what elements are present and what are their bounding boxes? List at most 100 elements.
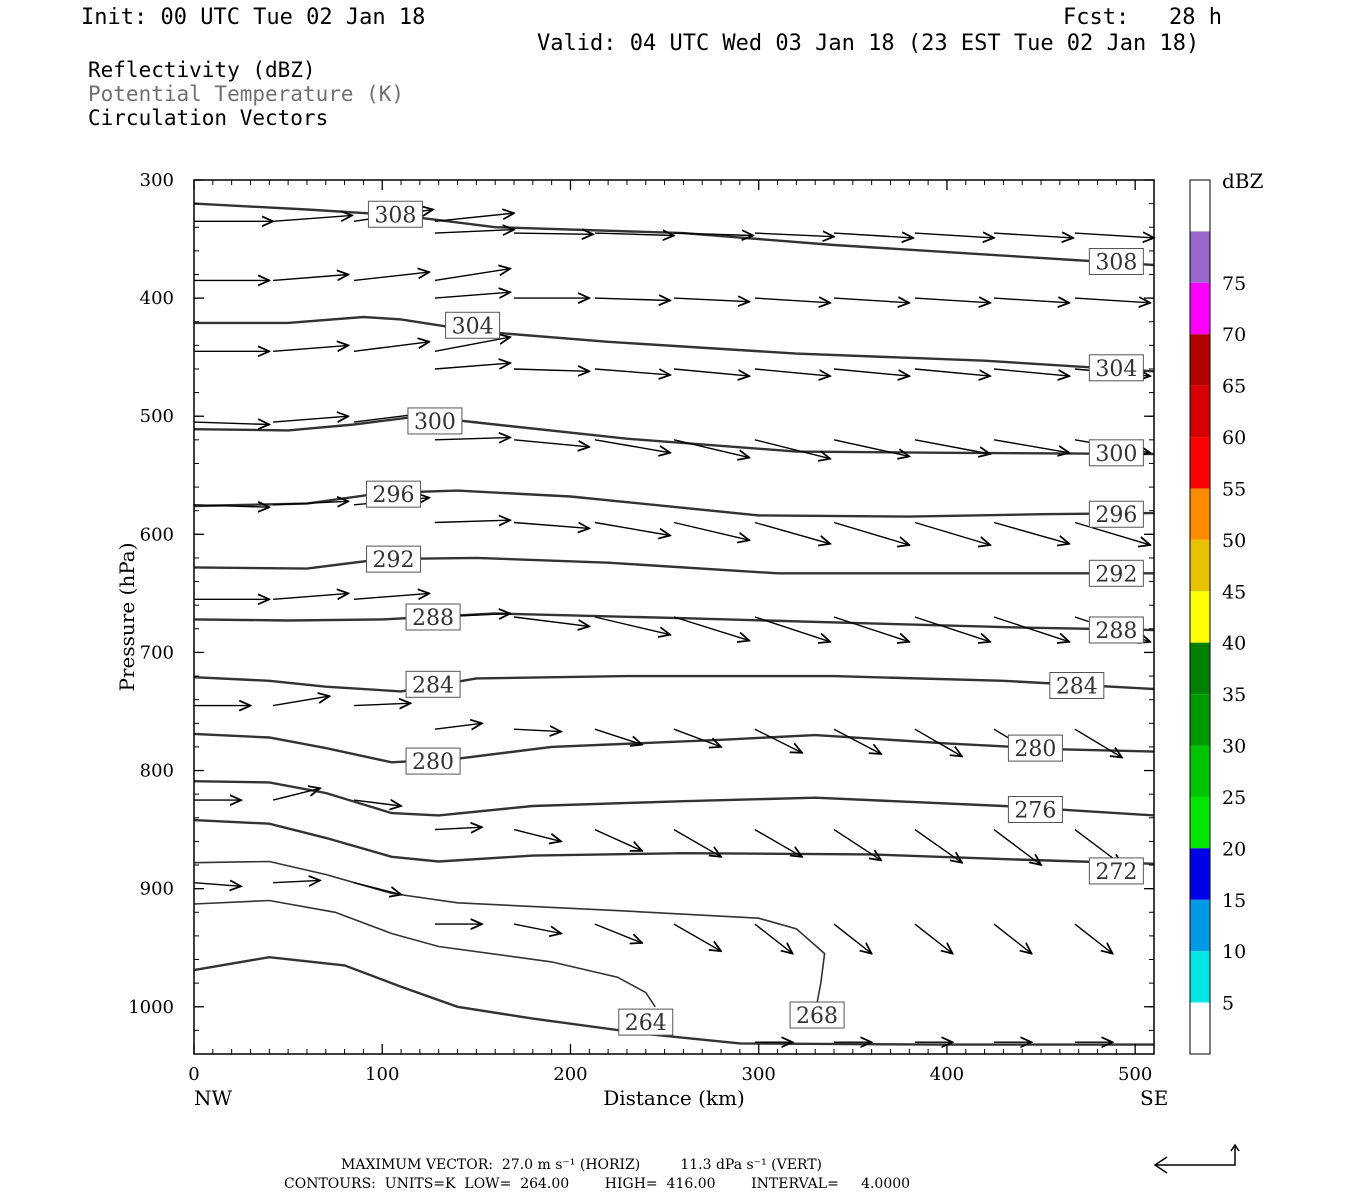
x-right-label: SE (1140, 1086, 1168, 1110)
circulation-vector (914, 521, 990, 546)
circulation-vector (914, 728, 962, 756)
isentrope-label-box (405, 670, 461, 698)
circulation-vector (434, 269, 510, 282)
circulation-vector (914, 368, 990, 376)
isentrope-272 (193, 818, 1155, 865)
isentrope-label-box (367, 200, 423, 228)
circulation-vector (594, 369, 670, 375)
isentrope-label: 304 (452, 314, 494, 339)
circulation-vector (193, 422, 269, 424)
circulation-vector (273, 501, 348, 505)
circulation-vector (993, 439, 1069, 453)
circulation-vector (673, 521, 749, 541)
colorbar-swatch (1190, 231, 1210, 283)
circulation-vector (754, 298, 830, 303)
circulation-vector (754, 616, 830, 642)
circulation-vector (833, 298, 909, 303)
colorbar-label: 35 (1222, 684, 1246, 706)
circulation-vector (1074, 298, 1150, 303)
y-tick-label: 900 (140, 879, 174, 900)
isentrope-label: 296 (1095, 503, 1137, 528)
x-tick-label: 0 (188, 1064, 199, 1085)
circulation-vector (754, 233, 834, 237)
colorbar-label: 65 (1222, 376, 1246, 398)
isentrope-label-box (1088, 247, 1144, 275)
circulation-vector (273, 416, 348, 422)
colorbar-label: 5 (1222, 993, 1234, 1015)
circulation-vector (434, 230, 514, 234)
colorbar-label: 40 (1222, 633, 1246, 655)
isentrope-label-box (366, 480, 422, 508)
colorbar-unit: dBZ (1222, 169, 1264, 193)
isentrope-label: 300 (1095, 442, 1137, 467)
circulation-vector (754, 439, 830, 459)
y-axis-label: Pressure (hPa) (115, 543, 139, 692)
circulation-vector (754, 728, 802, 753)
circulation-vector (673, 828, 721, 857)
colorbar-label: 10 (1222, 941, 1246, 963)
x-tick-label: 400 (930, 1064, 964, 1085)
colorbar-label: 25 (1222, 787, 1246, 809)
colorbar-swatch (1190, 334, 1210, 386)
circulation-vector (993, 616, 1069, 642)
colorbar-label: 75 (1222, 273, 1246, 295)
isentrope-280 (193, 732, 1155, 764)
circulation-vector (914, 923, 953, 954)
colorbar-label: 50 (1222, 530, 1246, 552)
x-tick-label: 300 (742, 1064, 776, 1085)
circulation-vector (353, 703, 411, 705)
circulation-vector (1074, 728, 1122, 757)
colorbar-swatch (1190, 796, 1210, 849)
x-axis-label: Distance (km) (603, 1086, 745, 1110)
circulation-vector (993, 829, 1041, 865)
isentrope-label-box (1088, 354, 1144, 382)
isentrope-268 (193, 860, 826, 1013)
circulation-vector (273, 345, 348, 351)
colorbar-label: 70 (1222, 324, 1246, 346)
circulation-vector (513, 439, 589, 447)
circulation-vector (434, 520, 510, 522)
circulation-vector (673, 728, 721, 747)
circulation-vector (993, 923, 1032, 954)
isentrope-label-box (1088, 500, 1144, 528)
circulation-vector (914, 233, 994, 238)
circulation-vector (993, 368, 1069, 376)
circulation-vector (673, 298, 749, 302)
isentrope-label-box (407, 407, 463, 435)
x-tick-label: 100 (365, 1064, 399, 1085)
circulation-vector (833, 521, 909, 546)
isentrope-label-box (1088, 857, 1144, 885)
circulation-vector (993, 298, 1069, 303)
forecast-hour: Fcst: 28 h (1063, 5, 1222, 30)
circulation-vector (434, 337, 510, 352)
isentrope-label: 276 (1014, 799, 1056, 824)
circulation-vector (273, 593, 348, 599)
isentrope-label: 300 (414, 410, 456, 435)
isentrope-300 (193, 414, 1155, 456)
x-tick-label: 200 (553, 1064, 587, 1085)
colorbar-swatch (1190, 848, 1210, 900)
field-label-reflectivity: Reflectivity (dBZ) (88, 58, 316, 82)
circulation-vector (833, 368, 909, 376)
circulation-vector (353, 882, 401, 895)
isentrope-label: 308 (1095, 250, 1137, 275)
circulation-vector (434, 438, 510, 440)
circulation-vector (594, 616, 670, 635)
circulation-vector (914, 829, 962, 863)
circulation-vector (513, 523, 589, 529)
isentrope-label-box (405, 603, 461, 631)
colorbar-swatch (1190, 642, 1210, 695)
circulation-vector (993, 521, 1069, 544)
circulation-vector (833, 728, 881, 754)
isentrope-surface-12 (193, 955, 1154, 1046)
colorbar-swatch (1190, 951, 1210, 1003)
colorbar-swatch (1190, 437, 1210, 489)
circulation-vector (594, 233, 674, 235)
isentrope-label: 268 (796, 1004, 838, 1029)
circulation-vector (434, 213, 514, 222)
colorbar-swatch (1190, 745, 1210, 797)
isentrope-label-box (445, 311, 501, 339)
y-tick-label: 300 (140, 170, 174, 191)
isentrope-label-box (618, 1008, 674, 1036)
